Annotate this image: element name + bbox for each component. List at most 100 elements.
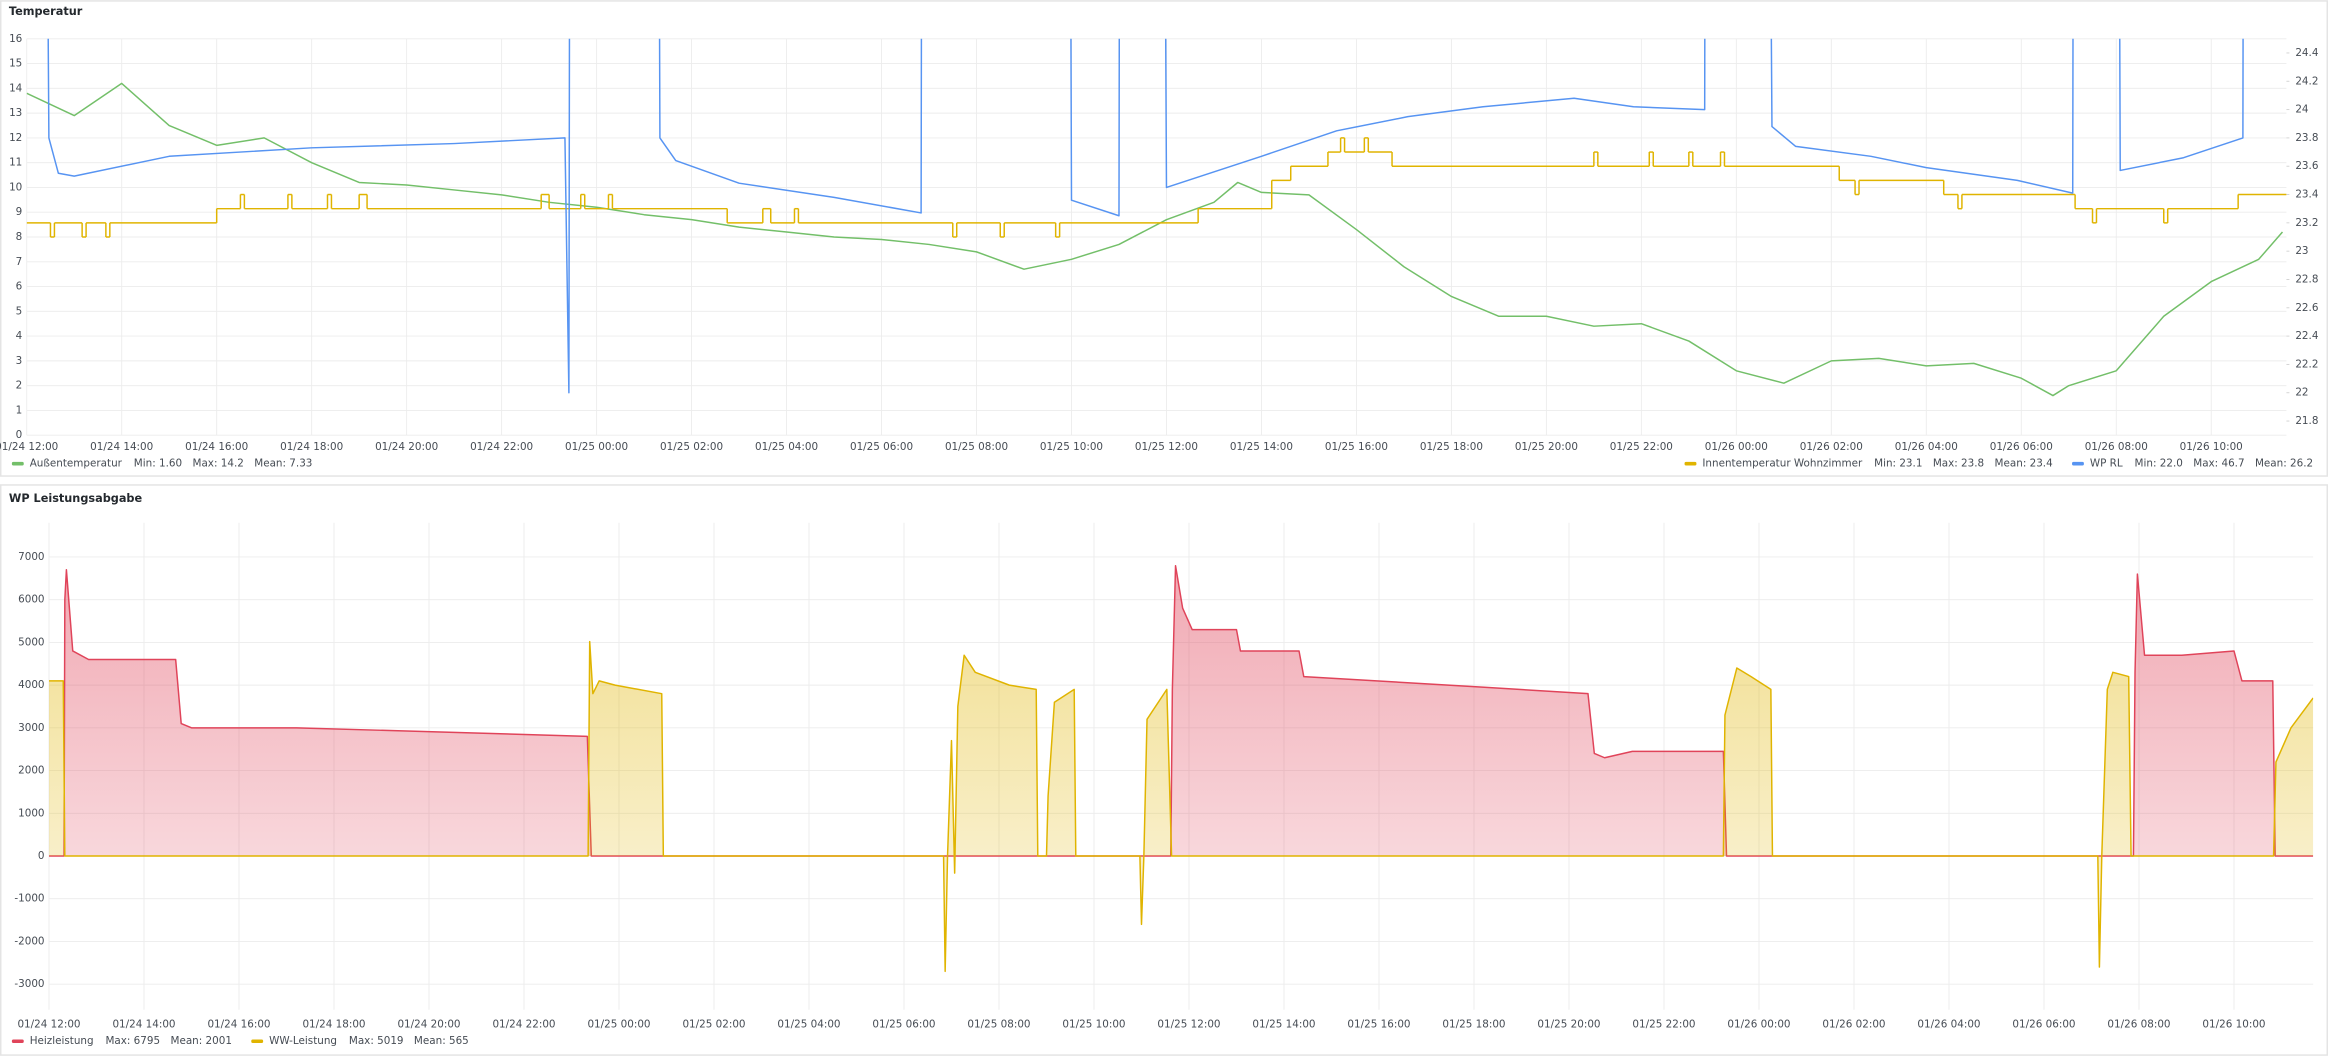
- x-tick-label: 01/25 20:00: [1537, 1019, 1600, 1031]
- line: [48, 564, 2314, 857]
- legend-stat: Max: 6795: [105, 1035, 160, 1047]
- y-tick-label: 7000: [18, 551, 44, 563]
- y2-tick-label: 23.2: [2295, 217, 2318, 229]
- x-tick-label: 01/25 06:00: [872, 1019, 935, 1031]
- x-tick-label: 01/25 10:00: [1040, 441, 1103, 453]
- legend-name: WP RL: [2090, 457, 2123, 469]
- y2-tick-label: 23.4: [2295, 189, 2318, 201]
- panel-title: Temperatur: [9, 5, 83, 18]
- x-tick-label: 01/25 12:00: [1135, 441, 1198, 453]
- y-tick-label: 10: [9, 181, 22, 193]
- x-tick-label: 01/24 22:00: [492, 1019, 555, 1031]
- x-tick-label: 01/25 14:00: [1252, 1019, 1315, 1031]
- y2-tick-label: 23.8: [2295, 132, 2318, 144]
- x-tick-label: 01/24 22:00: [470, 441, 533, 453]
- x-tick-label: 01/25 14:00: [1230, 441, 1293, 453]
- legend-stat: Mean: 565: [414, 1035, 469, 1047]
- y2-tick-label: 23: [2295, 245, 2308, 257]
- x-tick-label: 01/25 10:00: [1062, 1019, 1125, 1031]
- x-tick-label: 01/26 08:00: [2085, 441, 2148, 453]
- x-tick-label: 01/25 04:00: [777, 1019, 840, 1031]
- step-riser: [49, 137, 2239, 237]
- y-tick-label: 9: [16, 206, 23, 218]
- x-tick-label: 01/25 20:00: [1515, 441, 1578, 453]
- x-tick-label: 01/26 02:00: [1800, 441, 1863, 453]
- y2-tick-label: 22: [2295, 387, 2308, 399]
- y-tick-label: 14: [9, 82, 23, 94]
- y-tick-label: 1: [16, 404, 23, 416]
- x-tick-label: 01/25 02:00: [682, 1019, 745, 1031]
- y2-tick-label: 24: [2295, 104, 2309, 116]
- panel-temperatur: [0, 0, 2328, 477]
- y2-tick-label: 22.8: [2295, 273, 2318, 285]
- legend-swatch: [1684, 461, 1697, 466]
- y-tick-label: 5000: [18, 636, 44, 648]
- x-tick-label: 01/24 14:00: [112, 1019, 175, 1031]
- legend-swatch: [2072, 461, 2084, 466]
- line: [48, 640, 2314, 973]
- x-tick-label: 01/24 20:00: [397, 1019, 460, 1031]
- legend-stat: Min: 22.0: [2135, 457, 2183, 469]
- y-tick-label: 1000: [18, 807, 44, 819]
- x-tick-label: 01/26 04:00: [1917, 1019, 1980, 1031]
- plot-area: [26, 38, 2287, 397]
- x-tick-label: 01/26 04:00: [1895, 441, 1958, 453]
- line: [26, 82, 2284, 397]
- x-tick-label: 01/24 16:00: [207, 1019, 270, 1031]
- legend-stat: Mean: 23.4: [1995, 457, 2054, 469]
- x-tick-label: 01/24 20:00: [375, 441, 438, 453]
- y-tick-label: 8: [16, 231, 23, 243]
- legend-stat: Min: 23.1: [1874, 457, 1922, 469]
- legend-stat: Max: 14.2: [193, 457, 244, 469]
- legend-name: Außentemperatur: [30, 457, 123, 469]
- legend-stat: Min: 1.60: [134, 457, 182, 469]
- x-tick-label: 01/25 12:00: [1157, 1019, 1220, 1031]
- y-tick-label: 0: [38, 850, 45, 862]
- x-tick-label: 01/24 16:00: [185, 441, 248, 453]
- x-tick-label: 01/25 04:00: [755, 441, 818, 453]
- legend-swatch: [11, 461, 24, 466]
- legend-stat: Max: 23.8: [1933, 457, 1984, 469]
- x-tick-label: 01/24 18:00: [280, 441, 343, 453]
- x-tick-label: 01/25 18:00: [1442, 1019, 1505, 1031]
- x-tick-label: 01/24 12:00: [17, 1019, 80, 1031]
- y-tick-label: 6: [16, 281, 23, 293]
- x-tick-label: 01/26 06:00: [1990, 441, 2053, 453]
- y-tick-label: 2: [16, 380, 23, 392]
- y-tick-label: 5: [16, 305, 23, 317]
- legend-swatch: [251, 1039, 264, 1044]
- y2-tick-label: 24.4: [2295, 47, 2318, 59]
- y2-tick-label: 21.8: [2295, 415, 2318, 427]
- x-tick-label: 01/26 10:00: [2180, 441, 2243, 453]
- x-tick-label: 01/26 10:00: [2202, 1019, 2265, 1031]
- x-tick-label: 01/26 02:00: [1822, 1019, 1885, 1031]
- x-tick-label: 01/25 00:00: [565, 441, 628, 453]
- x-tick-label: 01/25 16:00: [1325, 441, 1388, 453]
- x-tick-label: 01/24 12:00: [0, 441, 58, 453]
- x-tick-label: 01/26 06:00: [2012, 1019, 2075, 1031]
- x-tick-label: 01/26 00:00: [1727, 1019, 1790, 1031]
- y-tick-label: 15: [9, 58, 22, 70]
- x-tick-label: 01/24 18:00: [302, 1019, 365, 1031]
- x-tick-label: 01/25 22:00: [1610, 441, 1673, 453]
- y-tick-label: 6000: [18, 594, 44, 606]
- y-tick-label: 0: [16, 429, 23, 441]
- x-tick-label: 01/25 08:00: [967, 1019, 1030, 1031]
- legend: Außentemperatur Min: 1.60 Max: 14.2 Mean: 7…: [11, 457, 312, 469]
- x-tick-label: 01/25 22:00: [1632, 1019, 1695, 1031]
- legend-name: Heizleistung: [30, 1035, 94, 1047]
- area: [48, 565, 2314, 857]
- legend-swatch: [11, 1039, 24, 1044]
- y-tick-label: 2000: [18, 765, 44, 777]
- legend-stat: Max: 46.7: [2193, 457, 2244, 469]
- x-tick-label: 01/25 02:00: [660, 441, 723, 453]
- y2-tick-label: 22.6: [2295, 302, 2318, 314]
- y-tick-label: 4000: [18, 679, 44, 691]
- x-tick-label: 01/26 08:00: [2107, 1019, 2170, 1031]
- legend-stat: Mean: 2001: [170, 1035, 231, 1047]
- y2-tick-label: 22.2: [2295, 358, 2318, 370]
- legend: Heizleistung Max: 6795 Mean: 2001 WW-Leistu…: [11, 1035, 469, 1047]
- line: [47, 38, 2244, 394]
